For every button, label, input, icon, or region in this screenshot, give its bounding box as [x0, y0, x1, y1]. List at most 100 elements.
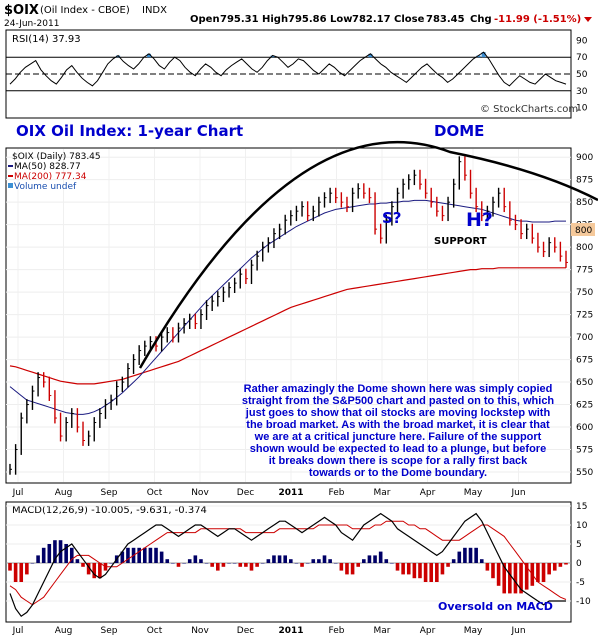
macd-histogram-bar: [81, 563, 85, 567]
macd-histogram-bar: [367, 555, 372, 563]
macd-histogram-bar: [294, 563, 299, 564]
macd-signal-line: [9, 520, 567, 606]
rsi-tick-label: 90: [576, 36, 588, 46]
x-tick-label: Apr: [420, 626, 436, 636]
macd-tick-label: 0: [576, 559, 582, 569]
macd-histogram-bar: [277, 555, 282, 563]
macd-histogram-bar: [552, 563, 557, 571]
macd-histogram-bar: [395, 563, 400, 571]
price-tick-label: 875: [576, 176, 593, 186]
x-tick-label: May: [464, 488, 483, 498]
symbol-title: $OIX: [4, 3, 39, 18]
macd-histogram-bar: [412, 563, 417, 579]
chg-label: Chg: [470, 14, 492, 25]
macd-histogram-bar: [64, 544, 68, 563]
macd-histogram-bar: [429, 563, 434, 582]
watermark: © StockCharts.com: [480, 104, 578, 115]
legend-ma200: MA(200) 777.34: [14, 172, 87, 182]
macd-histogram-bar: [266, 559, 271, 563]
header-date: 24-Jun-2011: [4, 19, 59, 29]
macd-histogram-bar: [524, 563, 529, 590]
commentary-line: Rather amazingly the Dome shown here was…: [244, 383, 553, 395]
macd-histogram-bar: [47, 544, 52, 563]
macd-histogram-bar: [451, 559, 456, 563]
macd-histogram-bar: [390, 563, 394, 564]
legend-volume-swatch: [8, 183, 13, 188]
x-tick-label: Mar: [374, 488, 391, 498]
macd-histogram-bar: [491, 563, 495, 579]
macd-histogram-bar: [519, 563, 523, 594]
support-label: SUPPORT: [434, 236, 487, 247]
rsi-overbought-fill: [270, 55, 275, 58]
macd-histogram-bar: [328, 559, 332, 563]
macd-histogram-bar: [75, 559, 80, 563]
ma50-line: [9, 199, 566, 415]
x-tick-label: Dec: [237, 626, 254, 636]
commentary: Rather amazingly the Dome shown here was…: [242, 383, 555, 479]
open-label: Open: [190, 14, 220, 25]
macd-histogram-bar: [41, 547, 46, 563]
macd-histogram-bar: [272, 555, 276, 563]
macd-histogram-bar: [547, 563, 551, 575]
macd-histogram-bar: [474, 547, 478, 563]
price-series: [9, 156, 568, 475]
price-grid: 5505756006256506757007257507758008258508…: [6, 149, 593, 482]
macd-histogram-bar: [126, 547, 130, 563]
macd-histogram-bar: [317, 559, 321, 563]
rsi-overbought-fill: [476, 55, 481, 58]
macd-tick-label: 15: [576, 502, 587, 512]
macd-histogram-bar: [479, 559, 484, 563]
x-tick-label: Oct: [147, 488, 163, 498]
macd-histogram-bar: [148, 547, 153, 563]
macd-histogram-bar: [210, 563, 214, 567]
macd-histogram-bar: [541, 563, 546, 582]
x-tick-label: Oct: [147, 626, 163, 636]
x-tick-label: Apr: [420, 488, 436, 498]
macd-histogram-bar: [322, 555, 327, 563]
macd-histogram-bar: [249, 563, 254, 571]
chart-title: OIX Oil Index: 1-year Chart: [16, 122, 243, 140]
macd-series: -10 -5 0 5 10 15: [6, 502, 591, 618]
rsi-overbought-fill: [368, 53, 373, 58]
commentary-line: we are at a critical juncture here. Fail…: [254, 431, 542, 443]
rsi-tick-label: 10: [576, 104, 588, 114]
macd-histogram-bar: [25, 563, 29, 575]
macd-histogram-bar: [165, 559, 170, 563]
price-tick-label: 725: [576, 311, 593, 321]
macd-histogram-bar: [86, 563, 91, 575]
macd-histogram-bar: [502, 563, 507, 594]
macd-histogram-bar: [98, 563, 102, 579]
macd-histogram-bar: [418, 563, 422, 579]
macd-histogram-bar: [435, 563, 439, 582]
x-tick-label: Nov: [191, 488, 209, 498]
macd-histogram-bar: [171, 563, 175, 564]
macd-histogram-bar: [457, 551, 462, 563]
price-tick-label: 675: [576, 356, 593, 366]
s-label: S?: [382, 209, 402, 227]
macd-histogram-bar: [463, 547, 467, 563]
macd-histogram-bar: [536, 563, 540, 582]
price-tick-label: 700: [576, 333, 593, 343]
chg-value: -11.99 (-1.51%): [494, 14, 581, 25]
macd-histogram-bar: [187, 559, 192, 563]
commentary-line: just goes to show that oil stocks are mo…: [245, 407, 551, 419]
x-axis-price: Jul Aug Sep Oct Nov Dec 2011 Feb Mar Apr May Jun: [12, 488, 526, 498]
macd-histogram-bar: [508, 563, 512, 594]
x-tick-label: Jun: [510, 626, 525, 636]
open-value: 795.31: [220, 14, 259, 25]
macd-histogram-bar: [221, 563, 226, 567]
macd-histogram-bar: [339, 563, 344, 571]
macd-histogram-bar: [227, 563, 231, 564]
macd-histogram-bar: [485, 563, 490, 571]
macd-histogram-bar: [350, 563, 355, 575]
x-tick-label: Sep: [101, 488, 118, 498]
price-tick-label: 850: [576, 198, 593, 208]
macd-histogram-bar: [423, 563, 428, 582]
macd-note: Oversold on MACD: [438, 600, 553, 613]
macd-histogram-bar: [92, 563, 97, 579]
macd-histogram-bar: [260, 563, 265, 564]
macd-histogram-bar: [232, 563, 237, 564]
macd-histogram-bar: [142, 547, 147, 563]
rsi-overbought-fill: [116, 55, 121, 58]
